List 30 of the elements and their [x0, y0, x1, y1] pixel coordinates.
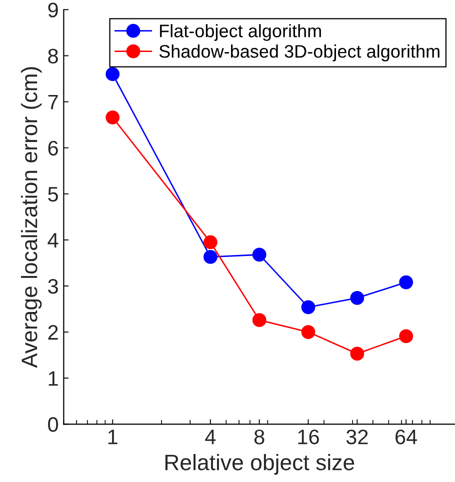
x-tick-label: 8	[254, 430, 264, 444]
point	[350, 346, 364, 361]
y-tick-label: 2	[48, 325, 58, 340]
x-tick-label: 16	[298, 430, 319, 444]
y-tick-label: 3	[48, 278, 58, 294]
y-axis-title: Average localization error (cm)	[20, 67, 42, 368]
x-tick-label: 4	[205, 430, 216, 444]
x-tick-label: 32	[346, 430, 368, 444]
y-tick-label: 0	[48, 417, 58, 432]
point	[203, 250, 218, 264]
x-tick-label: 64	[396, 430, 418, 444]
point	[399, 329, 414, 344]
point	[203, 235, 218, 250]
y-tick-label: 7	[48, 94, 58, 110]
y-tick-label: 8	[48, 48, 58, 64]
point	[252, 313, 266, 328]
y-tick-label: 9	[48, 2, 58, 18]
point	[301, 300, 316, 314]
point	[301, 325, 316, 339]
legend-label: Flat-object algorithm	[160, 24, 321, 41]
y-tick-label: 4	[48, 233, 58, 248]
x-axis-title: Relative object size	[165, 454, 354, 475]
y-tick-label: 1	[48, 371, 58, 386]
point	[399, 275, 414, 290]
point	[252, 248, 266, 262]
point	[350, 291, 364, 305]
y-tick-label: 6	[48, 140, 58, 156]
y-tick-label: 5	[48, 187, 58, 202]
x-tick-label: 1	[108, 430, 118, 444]
legend-label: Shadow-based 3D-object algorithm	[159, 44, 440, 62]
